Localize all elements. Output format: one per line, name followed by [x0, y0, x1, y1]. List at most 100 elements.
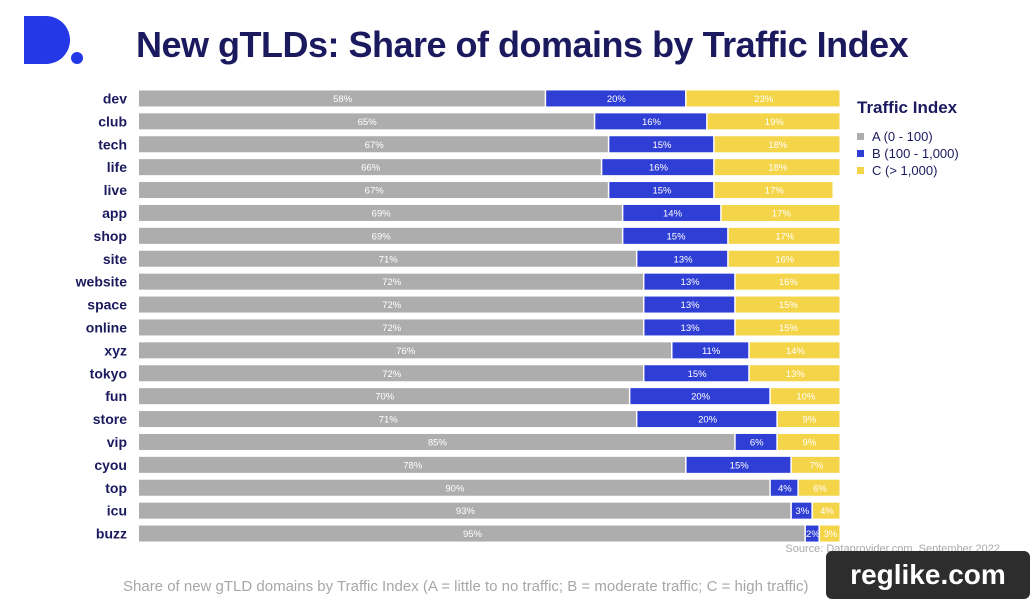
data-label: 66%	[361, 163, 381, 174]
bar-segment	[770, 479, 798, 496]
category-label: online	[86, 319, 127, 335]
dataprovider-logo-icon	[24, 16, 83, 64]
category-label: cyou	[94, 457, 127, 473]
data-label: 58%	[333, 94, 353, 105]
category-label: buzz	[96, 526, 127, 542]
bar-segment	[728, 227, 840, 244]
bar-segment	[644, 273, 735, 290]
data-label: 23%	[754, 94, 774, 105]
bar-segment	[644, 296, 735, 313]
bar-segment	[139, 479, 770, 496]
bar-segment	[714, 136, 840, 153]
bar-segment	[644, 319, 735, 336]
data-label: 4%	[778, 483, 792, 494]
data-label: 69%	[372, 208, 392, 219]
data-label: 3%	[824, 529, 838, 540]
data-label: 15%	[688, 369, 708, 380]
bar-segment	[749, 342, 840, 359]
data-label: 16%	[642, 117, 662, 128]
bar-segment	[644, 365, 749, 382]
bar-segment	[139, 365, 643, 382]
bar-segment	[798, 479, 840, 496]
data-label: 90%	[445, 483, 465, 494]
data-label: 14%	[786, 346, 806, 357]
bar-segment	[139, 502, 791, 519]
legend-item: C (> 1,000)	[857, 162, 959, 179]
data-label: 85%	[428, 437, 448, 448]
data-label: 13%	[681, 323, 701, 334]
data-label: 17%	[765, 186, 785, 197]
legend-label: B (100 - 1,000)	[872, 146, 959, 161]
category-label: dev	[103, 90, 127, 106]
data-label: 17%	[772, 208, 792, 219]
bar-segment	[770, 388, 840, 405]
data-label: 6%	[813, 483, 827, 494]
bar-segment	[630, 388, 770, 405]
data-label: 72%	[382, 369, 402, 380]
bar-segment	[139, 250, 636, 267]
bar-segment	[139, 273, 643, 290]
data-label: 13%	[681, 300, 701, 311]
category-label: website	[75, 274, 128, 290]
data-label: 67%	[365, 140, 385, 151]
category-label: icu	[107, 503, 127, 519]
data-label: 76%	[396, 346, 416, 357]
data-label: 2%	[806, 529, 820, 540]
data-label: 3%	[796, 506, 810, 517]
legend-swatch	[857, 167, 864, 174]
data-label: 65%	[358, 117, 378, 128]
legend-swatch	[857, 133, 864, 140]
bar-segment	[139, 456, 686, 473]
category-label: shop	[94, 228, 127, 244]
data-label: 72%	[382, 300, 402, 311]
bar-segment	[819, 525, 840, 542]
data-label: 72%	[382, 323, 402, 334]
data-label: 78%	[403, 460, 423, 471]
data-label: 17%	[775, 231, 795, 242]
category-label: space	[87, 297, 127, 313]
bar-segment	[139, 136, 608, 153]
bar-segment	[735, 433, 777, 450]
bar-segment	[623, 227, 728, 244]
category-label: site	[103, 251, 127, 267]
data-label: 95%	[463, 529, 483, 540]
data-label: 19%	[765, 117, 785, 128]
legend: Traffic Index A (0 - 100) B (100 - 1,000)…	[857, 98, 959, 179]
data-label: 9%	[803, 415, 817, 426]
category-label: xyz	[104, 342, 127, 358]
category-label: top	[105, 480, 127, 496]
data-label: 69%	[372, 231, 392, 242]
bar-segment	[714, 159, 840, 176]
bar-segment	[686, 90, 840, 107]
data-label: 10%	[796, 392, 816, 403]
data-label: 15%	[652, 186, 672, 197]
bar-segment	[595, 113, 707, 130]
bar-segment	[546, 90, 686, 107]
data-label: 13%	[786, 369, 806, 380]
legend-label: C (> 1,000)	[872, 163, 938, 178]
bar-segment	[139, 319, 643, 336]
data-label: 71%	[379, 254, 399, 265]
bar-segment	[735, 296, 840, 313]
bar-segment	[139, 182, 608, 199]
data-label: 71%	[379, 415, 399, 426]
bar-segment	[609, 182, 714, 199]
data-label: 70%	[375, 392, 395, 403]
data-label: 18%	[768, 140, 788, 151]
bar-segment	[791, 456, 840, 473]
data-label: 16%	[779, 277, 799, 288]
bar-segment	[139, 433, 735, 450]
data-label: 18%	[768, 163, 788, 174]
data-label: 72%	[382, 277, 402, 288]
legend-item: B (100 - 1,000)	[857, 145, 959, 162]
bar-segment	[637, 411, 777, 428]
category-label: tech	[98, 136, 127, 152]
data-label: 15%	[652, 140, 672, 151]
bar-segment	[139, 388, 629, 405]
bar-segment	[139, 113, 594, 130]
bar-segment	[812, 502, 840, 519]
bar-segment	[139, 525, 805, 542]
bar-segment	[139, 342, 672, 359]
data-label: 15%	[779, 323, 799, 334]
category-label: tokyo	[90, 365, 127, 381]
